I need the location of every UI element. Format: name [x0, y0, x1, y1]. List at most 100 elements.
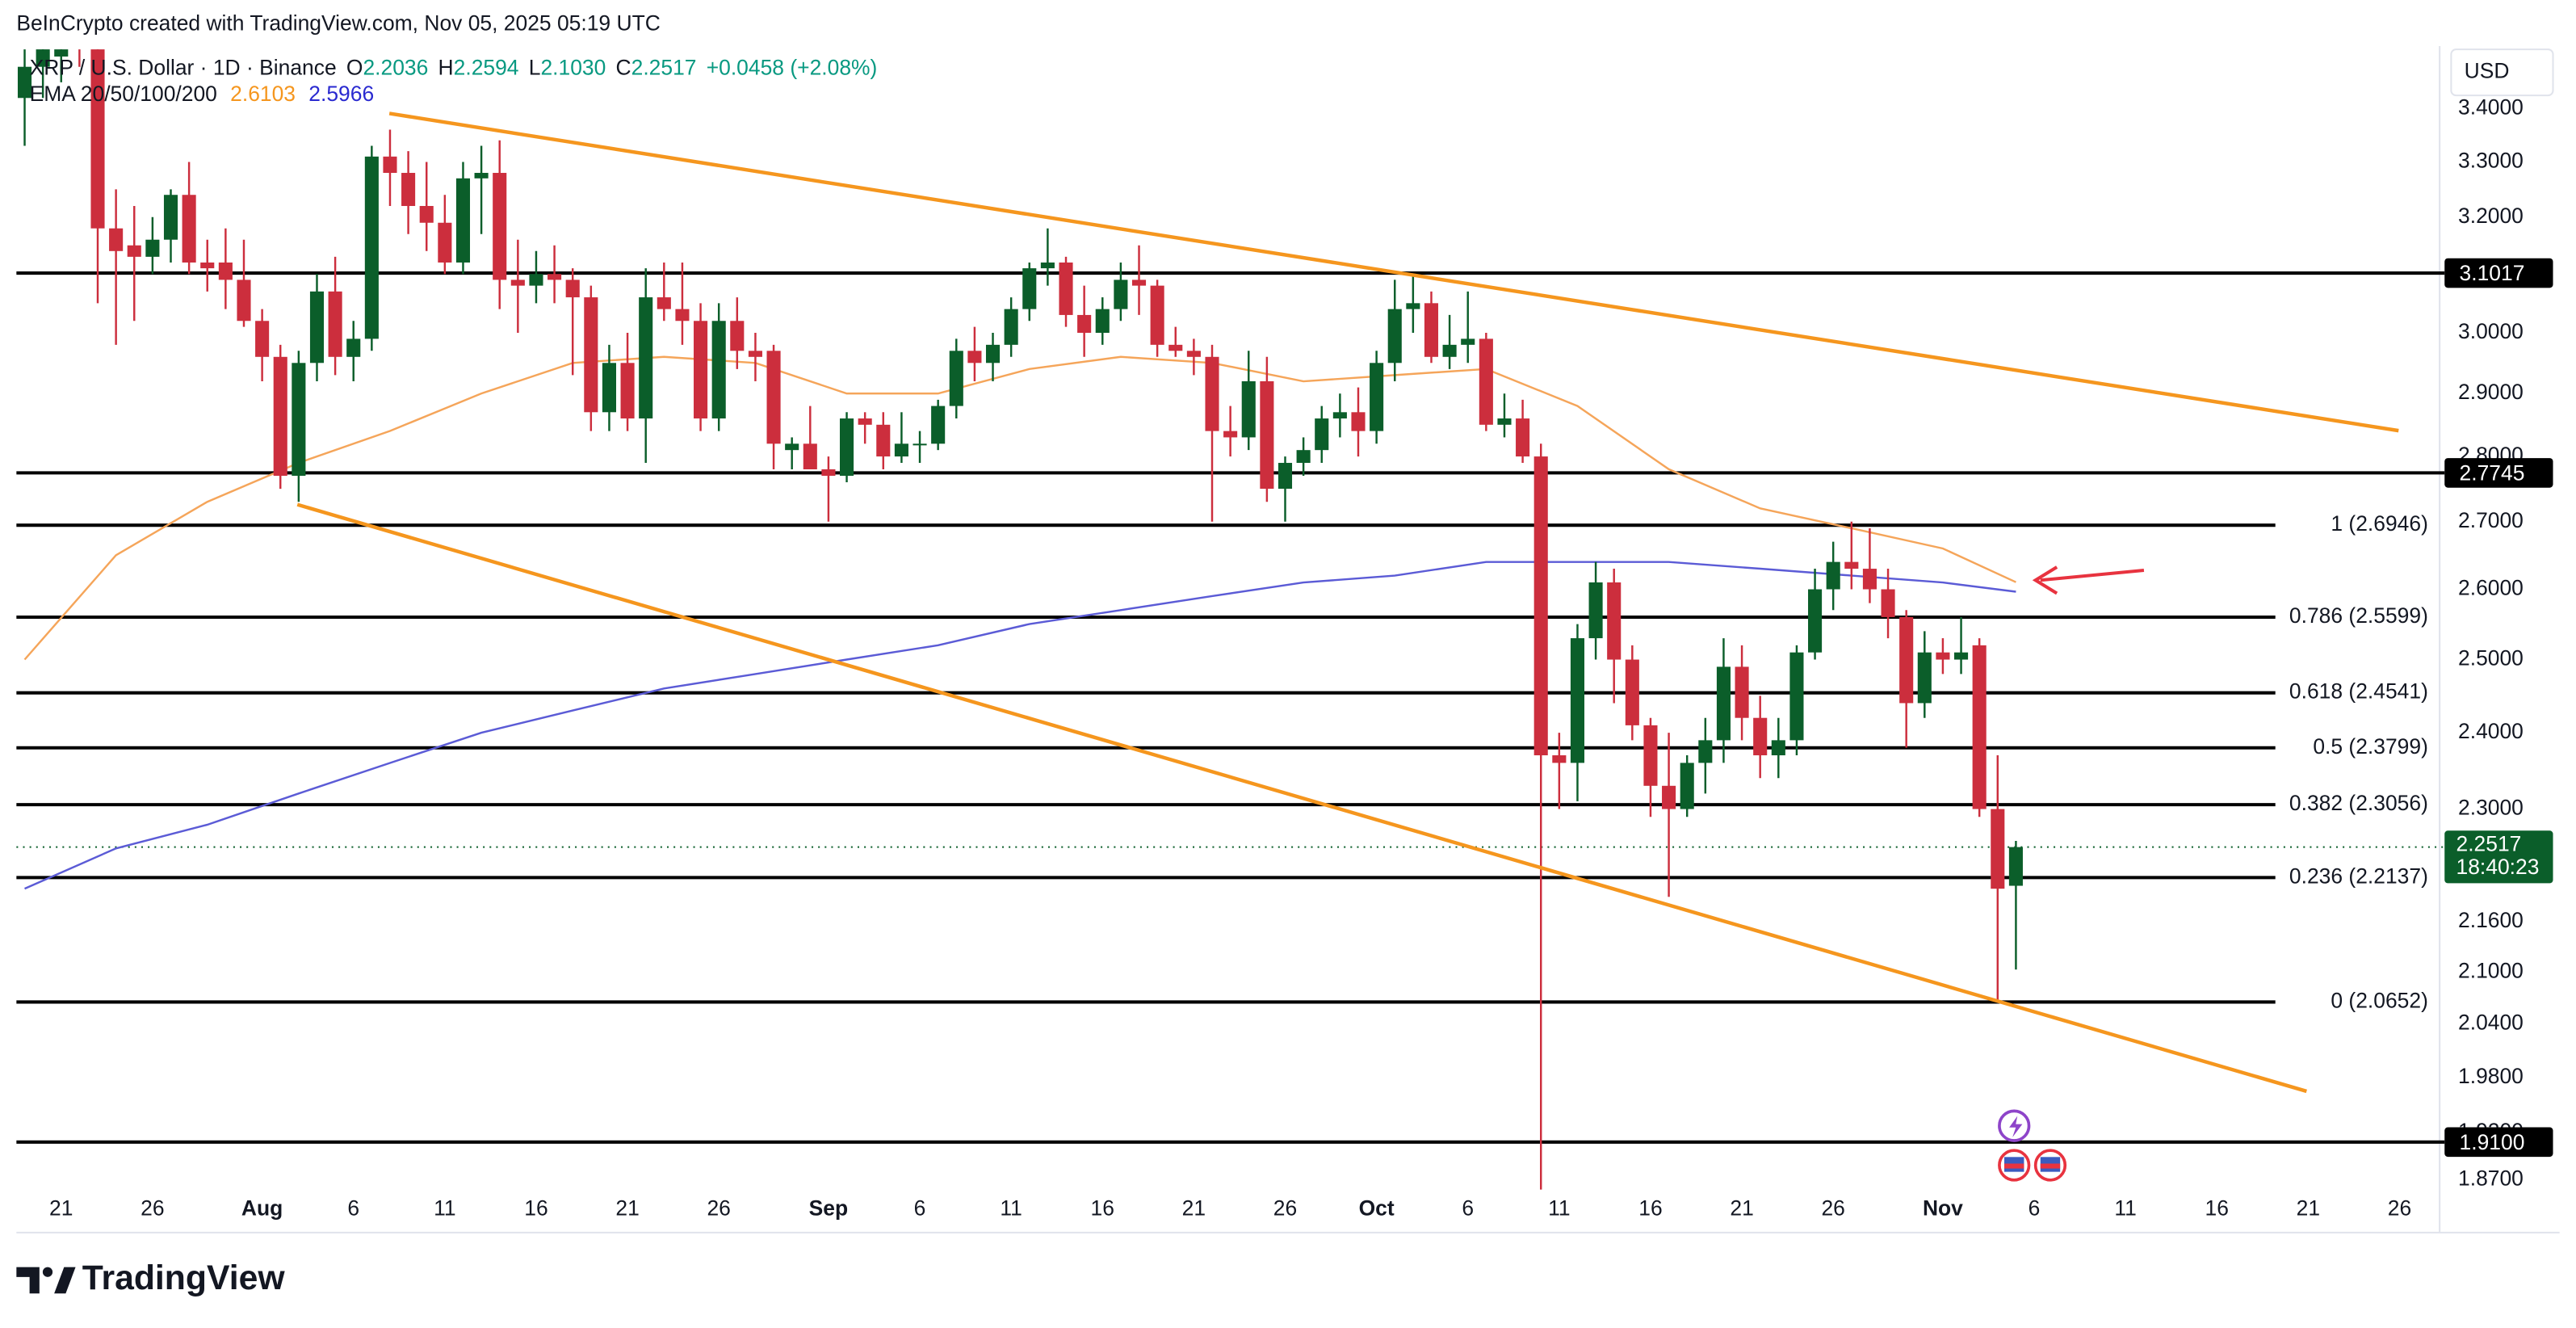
x-tick-label: Aug: [241, 1196, 283, 1220]
legend-key: H: [438, 56, 454, 80]
x-tick-label: 26: [1821, 1196, 1844, 1220]
candle-body: [1771, 740, 1785, 756]
x-tick-label: 16: [2205, 1196, 2229, 1220]
candle-body: [913, 443, 927, 446]
candle-body: [876, 424, 891, 457]
legend-key: O: [346, 56, 363, 80]
trend-line: [296, 502, 2307, 1094]
candle-body: [1004, 309, 1018, 345]
candle-body: [1296, 450, 1311, 464]
candle-body: [1625, 659, 1639, 725]
candle-body: [1862, 569, 1877, 590]
legend-change: +0.0458 (+2.08%): [707, 56, 878, 80]
candle-body: [858, 418, 872, 425]
candle-body: [1077, 314, 1092, 334]
candle-body: [565, 279, 580, 298]
x-tick-label: 26: [1273, 1196, 1297, 1220]
y-tick-label: 2.1000: [2458, 958, 2524, 982]
candle-body: [1516, 418, 1530, 457]
candle-body: [383, 156, 397, 174]
arrow: [2032, 565, 2145, 595]
y-tick-label: 2.7000: [2458, 508, 2524, 532]
candle-body: [1991, 809, 2005, 889]
candle-body: [1826, 561, 1840, 590]
y-tick-label: 3.2000: [2458, 204, 2524, 228]
candle-body: [1735, 666, 1749, 718]
candle-body: [255, 321, 270, 357]
candle-body: [620, 363, 635, 419]
y-tick-label: 2.6000: [2458, 576, 2524, 600]
candle-body: [54, 49, 69, 57]
trend-line: [388, 111, 2399, 433]
y-tick-label: 2.3000: [2458, 796, 2524, 820]
fib-label: 0.618 (2.4541): [2289, 679, 2428, 704]
indicator-legend: EMA 20/50/100/200 2.6103 2.5966: [30, 82, 375, 106]
candle-body: [493, 173, 507, 280]
candle-body: [1278, 463, 1293, 490]
currency-box[interactable]: [2450, 48, 2554, 97]
candle-body: [401, 173, 416, 206]
countdown: 18:40:23: [2456, 855, 2539, 879]
candle-body: [821, 469, 836, 476]
candle-body: [1789, 652, 1804, 741]
candle-body: [1351, 412, 1366, 431]
symbol-legend: XRP / U.S. Dollar · 1D · Binance O2.2036 H…: [30, 56, 878, 80]
candle-body: [1844, 561, 1859, 569]
y-tick-label: 2.5000: [2458, 646, 2524, 670]
candle-body: [529, 274, 543, 286]
candle-body: [364, 156, 379, 339]
x-tick-label: 21: [2297, 1196, 2320, 1220]
candle-body: [1114, 279, 1128, 309]
x-tick-label: 11: [1548, 1196, 1570, 1220]
candle-body: [1698, 740, 1713, 763]
x-tick-label: 26: [141, 1196, 164, 1220]
candle-body: [1131, 279, 1147, 286]
candle-body: [967, 351, 982, 364]
plot: [17, 49, 2023, 1190]
candle-body: [1387, 309, 1402, 364]
candle-body: [639, 297, 653, 419]
candle-body: [182, 195, 196, 263]
ema-line: [23, 355, 2016, 661]
candle-body: [1716, 666, 1731, 741]
candle-body: [1972, 645, 1987, 809]
x-tick-label: 21: [1182, 1196, 1206, 1220]
candle-body: [730, 321, 745, 351]
x-tick-label: 6: [914, 1196, 926, 1220]
candle-body: [748, 351, 762, 357]
candle-body: [1479, 338, 1493, 425]
candle-body: [218, 262, 233, 280]
candle-body: [200, 262, 215, 269]
legend-key: L: [529, 56, 541, 80]
y-tick-label: 1.8700: [2458, 1166, 2524, 1191]
legend-key: C: [616, 56, 631, 80]
candle-body: [1406, 303, 1420, 309]
candle-body: [328, 291, 342, 357]
candle-body: [1917, 652, 1932, 704]
candle-body: [1881, 589, 1895, 617]
candle-body: [1315, 418, 1329, 451]
candle-body: [1662, 785, 1676, 809]
candle-body: [1332, 412, 1347, 419]
candle-body: [309, 291, 325, 364]
candle-body: [584, 297, 598, 413]
candle-body: [1370, 363, 1384, 431]
candle-body: [1022, 268, 1037, 309]
x-tick-label: 21: [49, 1196, 73, 1220]
y-tick-label: 2.4000: [2458, 719, 2524, 743]
y-tick-label: 2.1600: [2458, 908, 2524, 932]
legend-value: 2.2594: [454, 56, 519, 80]
candle-body: [36, 49, 50, 67]
candle-body: [602, 363, 616, 413]
candle-body: [346, 338, 361, 357]
fib-label: 0.786 (2.5599): [2289, 603, 2428, 628]
key-level-badge: [2444, 1127, 2553, 1158]
y-tick-label: 2.9000: [2458, 380, 2524, 404]
candle-body: [1680, 763, 1694, 809]
candle-body: [1607, 582, 1622, 660]
x-tick-label: Nov: [1923, 1196, 1963, 1220]
legend-value: 2.2036: [363, 56, 428, 80]
candle-body: [894, 443, 908, 457]
currency[interactable]: USD: [2465, 59, 2510, 83]
candle-body: [985, 344, 1001, 364]
